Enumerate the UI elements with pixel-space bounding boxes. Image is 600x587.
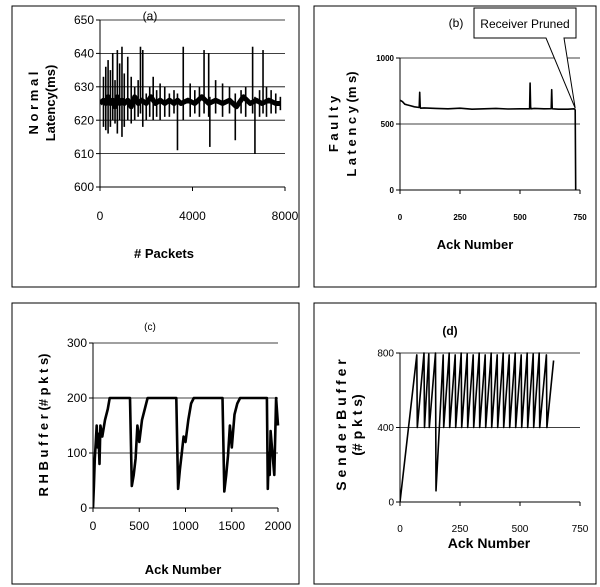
x-tick-label: 4000: [179, 209, 206, 223]
chart-panel-b: 0 500 1000 0 250 500 750 (b) Ack Number F a u l t…: [313, 5, 597, 288]
y-tick-label: 600: [74, 180, 94, 194]
y-axis-title: S e n d e r B u f f e r: [333, 359, 349, 491]
x-tick-label: 750: [573, 213, 587, 222]
y-tick-label: 0: [388, 498, 394, 509]
x-tick-label: 250: [453, 213, 467, 222]
y-tick-label: 630: [74, 80, 94, 94]
x-tick-label: 0: [97, 209, 104, 223]
series-line: [400, 352, 555, 503]
y-tick-label: 0: [80, 501, 87, 515]
x-axis-title: Ack Number: [145, 562, 222, 577]
y-tick-label: 500: [381, 120, 395, 129]
chart-panel-d: 0 400 800 0 250 500 750 (d) Ack Number S e n d e …: [313, 302, 597, 585]
x-axis-title: # Packets: [134, 246, 194, 261]
x-tick-label: 0: [398, 213, 403, 222]
y-tick-label: 400: [377, 423, 394, 434]
panel-title: (d): [442, 324, 457, 338]
y-tick-label: 640: [74, 47, 94, 61]
x-tick-label: 1000: [172, 519, 199, 533]
panel-frame: [11, 302, 300, 585]
series-line: [400, 82, 577, 191]
y-axis-title: L a t e n c y (m s): [344, 71, 359, 176]
series-line: [100, 94, 281, 110]
y-axis-title: Latency(ms): [43, 65, 58, 142]
annotation-callout: [473, 7, 577, 109]
x-axis-title: Ack Number: [437, 237, 514, 252]
x-tick-label: 2000: [265, 519, 292, 533]
x-axis-title: Ack Number: [448, 535, 531, 551]
y-axis-title: R H B u f f e r (# p k t s): [36, 353, 51, 496]
y-axis-title: F a u l t y: [326, 95, 341, 152]
y-tick-label: 650: [74, 13, 94, 27]
x-tick-label: 1500: [218, 519, 245, 533]
x-tick-label: 500: [129, 519, 149, 533]
y-tick-label: 620: [74, 113, 94, 127]
chart-panel-c: 0 100 200 300 0 500 1000 1500 2000 (c) Ack Number R…: [11, 302, 300, 585]
x-tick-label: 500: [512, 524, 529, 535]
y-tick-label: 1000: [376, 54, 394, 63]
x-tick-label: 0: [397, 524, 403, 535]
y-tick-label: 300: [67, 336, 87, 350]
panel-frame: [313, 5, 597, 288]
panel-frame: [11, 5, 300, 288]
y-tick-label: 800: [377, 349, 394, 360]
x-tick-label: 250: [452, 524, 469, 535]
panel-title: (c): [144, 322, 156, 333]
y-tick-label: 200: [67, 391, 87, 405]
chart-panel-a: 600 610 620 630 640 650 0 4000 8000 (a) # Packets N…: [11, 5, 300, 288]
x-tick-label: 0: [90, 519, 97, 533]
y-axis-title: (# p k t s): [349, 394, 365, 455]
y-tick-label: 0: [390, 186, 395, 195]
annotation-text: Receiver Pruned: [480, 17, 569, 31]
y-tick-label: 100: [67, 446, 87, 460]
panel-title: (b): [449, 16, 464, 30]
panel-title: (a): [143, 9, 158, 23]
x-tick-label: 500: [513, 213, 527, 222]
x-tick-label: 750: [572, 524, 589, 535]
series-line: [93, 396, 280, 509]
y-tick-label: 610: [74, 147, 94, 161]
x-tick-label: 8000: [272, 209, 299, 223]
y-axis-title: N o r m a l: [26, 72, 41, 135]
panel-frame: [313, 302, 597, 585]
